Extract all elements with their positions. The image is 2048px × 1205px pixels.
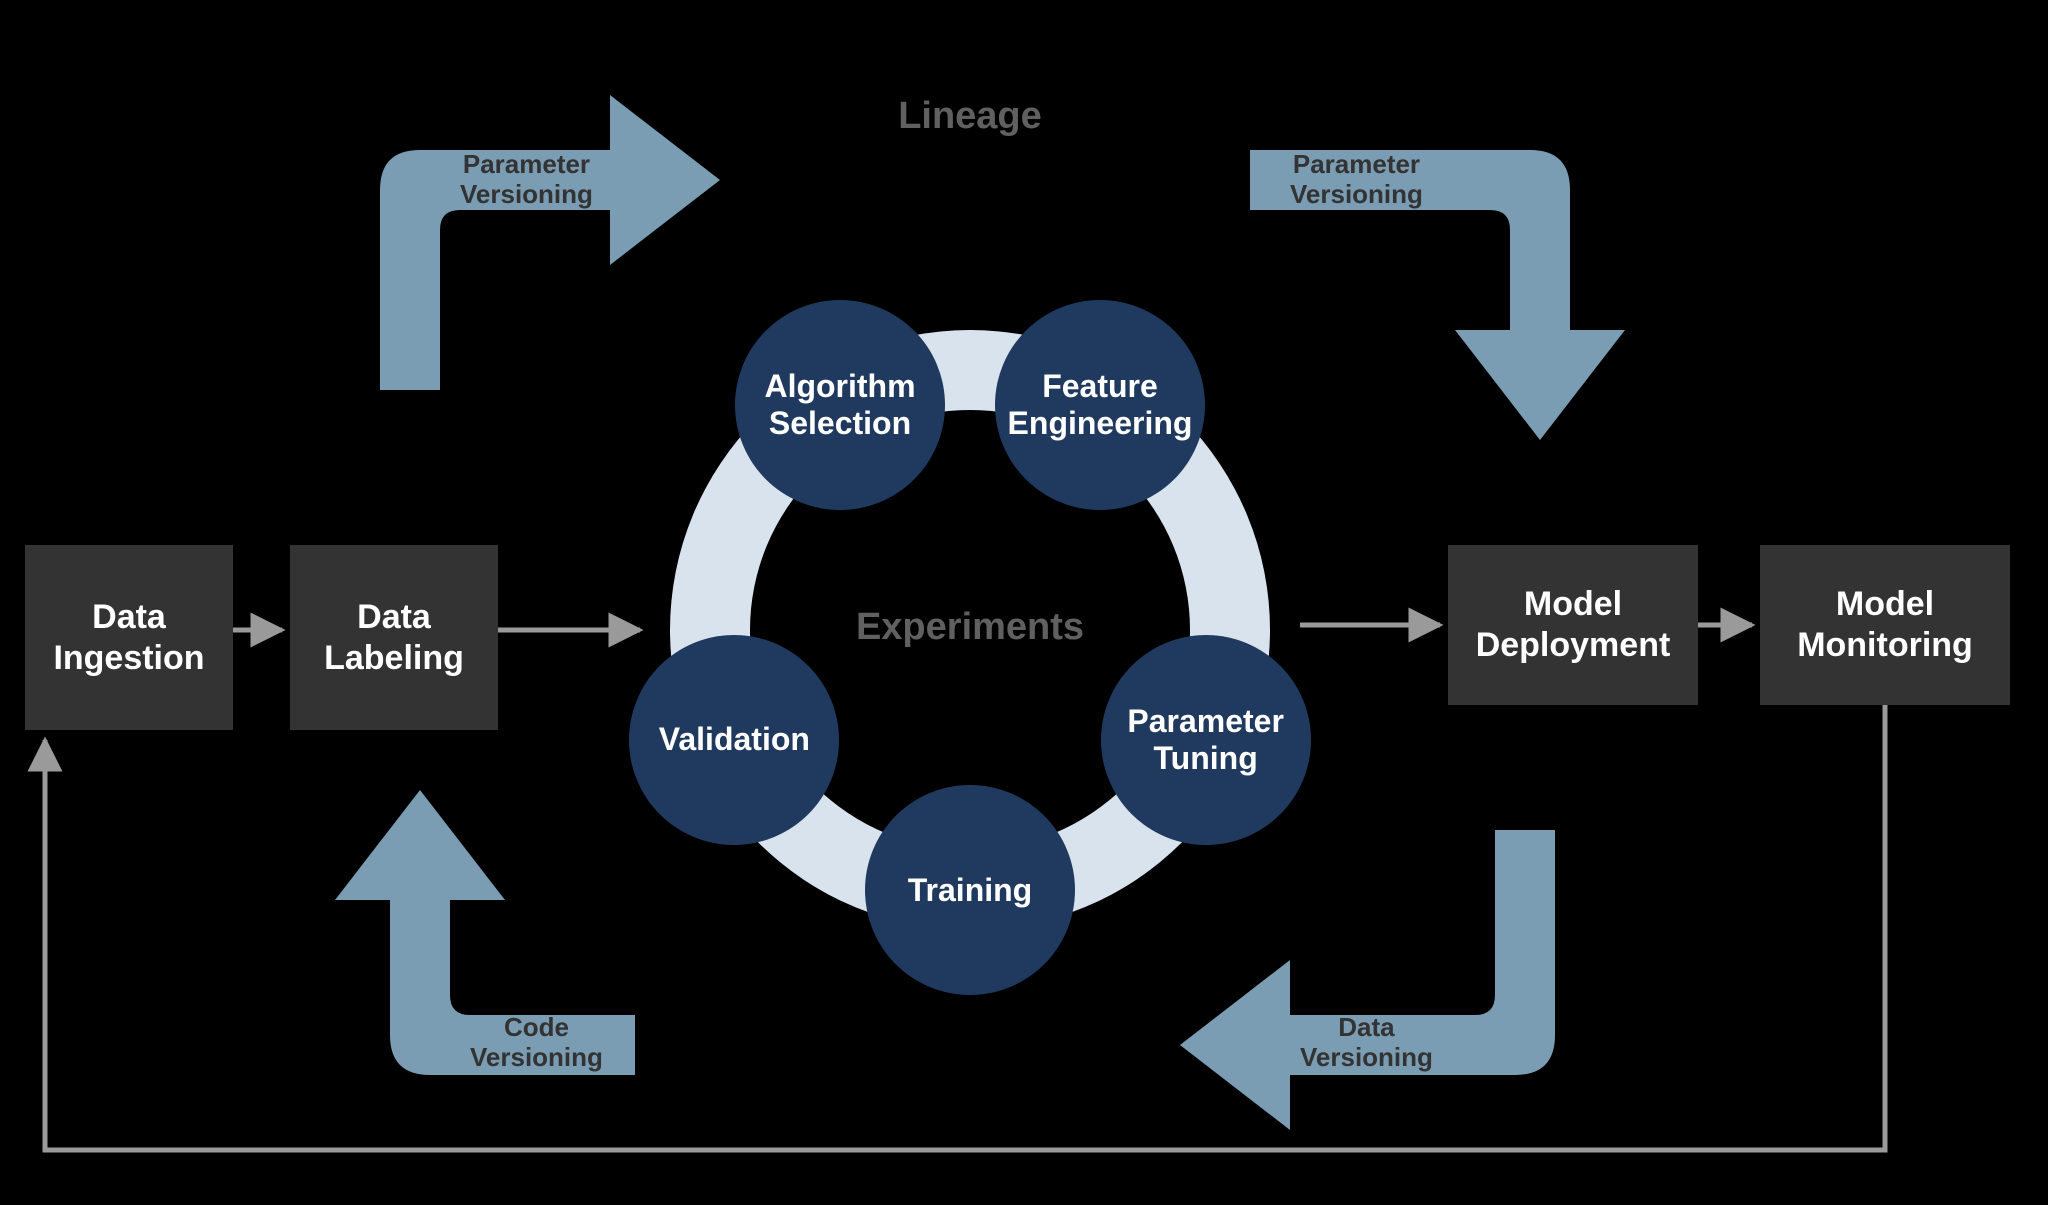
box-model-deployment: ModelDeployment (1448, 545, 1698, 705)
arrow-label-top-right: ParameterVersioning (1290, 150, 1423, 210)
arrow-label-top-left: ParameterVersioning (460, 150, 593, 210)
arrow-label-bottom-left: CodeVersioning (470, 1013, 603, 1073)
circle-label: ParameterTuning (1127, 703, 1284, 777)
circle-label: FeatureEngineering (1008, 368, 1193, 442)
circle-label: AlgorithmSelection (764, 368, 915, 442)
arrow-top-left (380, 95, 720, 390)
box-model-monitoring: ModelMonitoring (1760, 545, 2010, 705)
circle-validation: Validation (629, 635, 839, 845)
circle-feature-engineering: FeatureEngineering (995, 300, 1205, 510)
box-label: DataIngestion (53, 597, 204, 679)
box-label: ModelMonitoring (1797, 584, 1973, 666)
box-data-ingestion: DataIngestion (25, 545, 233, 730)
circle-label: Validation (659, 721, 810, 758)
circle-label: Training (908, 872, 1032, 909)
arrow-label-bottom-right: DataVersioning (1300, 1013, 1433, 1073)
box-label: DataLabeling (324, 597, 464, 679)
label-experiments: Experiments (810, 606, 1130, 649)
circle-parameter-tuning: ParameterTuning (1101, 635, 1311, 845)
circle-training: Training (865, 785, 1075, 995)
circle-algorithm-selection: AlgorithmSelection (735, 300, 945, 510)
arrow-bottom-right (1180, 830, 1555, 1130)
box-label: ModelDeployment (1476, 584, 1671, 666)
label-lineage: Lineage (850, 95, 1090, 138)
box-data-labeling: DataLabeling (290, 545, 498, 730)
